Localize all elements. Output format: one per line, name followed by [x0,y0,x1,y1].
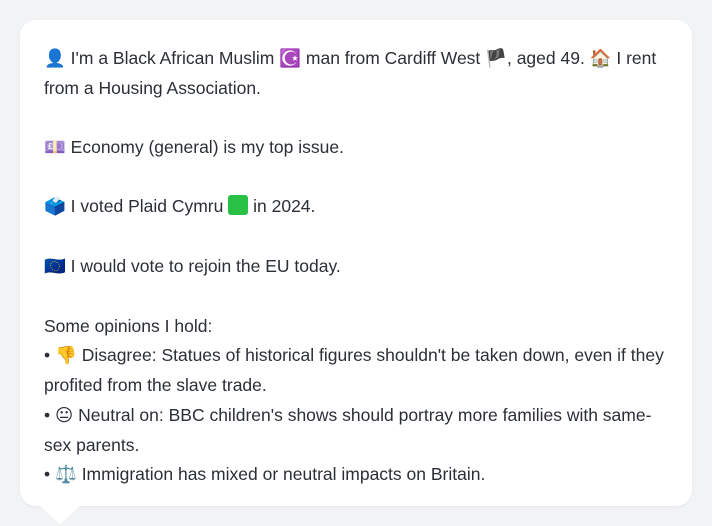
issue-text: Economy (general) is my top issue. [70,136,344,157]
message-bubble: 👤 I'm a Black African Muslim ☪️ man from… [20,20,692,506]
eu-flag-icon: 🇪🇺 [44,257,66,278]
identity-text-d: I rent from a Housing Association. [44,48,657,99]
eu-line: 🇪🇺 I would vote to rejoin the EU today. [44,252,664,282]
bubble-tail [40,506,80,524]
identity-text-c: , aged 49. [506,48,585,68]
identity-text-b: man from Cardiff West [305,48,481,68]
opinion-item: • 👎 Disagree: Statues of historical figu… [44,341,664,401]
vote-text-b: in 2024. [253,196,316,217]
eu-text: I would vote to rejoin the EU today. [70,256,341,277]
thumbs-down-icon: 👎 [55,345,77,366]
identity-text-a: I'm a Black African Muslim [70,48,275,68]
green-square-icon [228,195,249,216]
opinions-heading: Some opinions I hold: [44,315,213,336]
issue-line: 💷 Economy (general) is my top issue. [44,133,664,163]
identity-line: 👤 I'm a Black African Muslim ☪️ man from… [44,44,664,104]
banknote-icon: 💷 [44,137,66,158]
ballot-box-icon: 🗳️ [44,197,66,218]
opinion-item: • ⚖️ Immigration has mixed or neutral im… [44,460,664,490]
neutral-face-icon: 😐 [55,405,74,426]
opinion-text: Disagree: Statues of historical figures … [44,344,664,396]
opinion-text: Immigration has mixed or neutral impacts… [81,464,486,485]
vote-line: 🗳️ I voted Plaid Cymru in 2024. [44,192,664,222]
wales-flag-icon: 🏴 [485,49,507,69]
bullet: • [44,404,51,425]
person-icon: 👤 [44,49,66,69]
house-icon: 🏠 [589,49,612,69]
opinion-item: • 😐 Neutral on: BBC children's shows sho… [44,401,664,461]
balance-scale-icon: ⚖️ [55,465,77,486]
star-crescent-icon: ☪️ [279,49,302,69]
bullet: • [44,344,51,365]
vote-text-a: I voted Plaid Cymru [70,196,224,217]
bullet: • [44,464,51,485]
opinion-text: Neutral on: BBC children's shows should … [44,404,652,455]
message-content: 👤 I'm a Black African Muslim ☪️ man from… [44,44,664,490]
